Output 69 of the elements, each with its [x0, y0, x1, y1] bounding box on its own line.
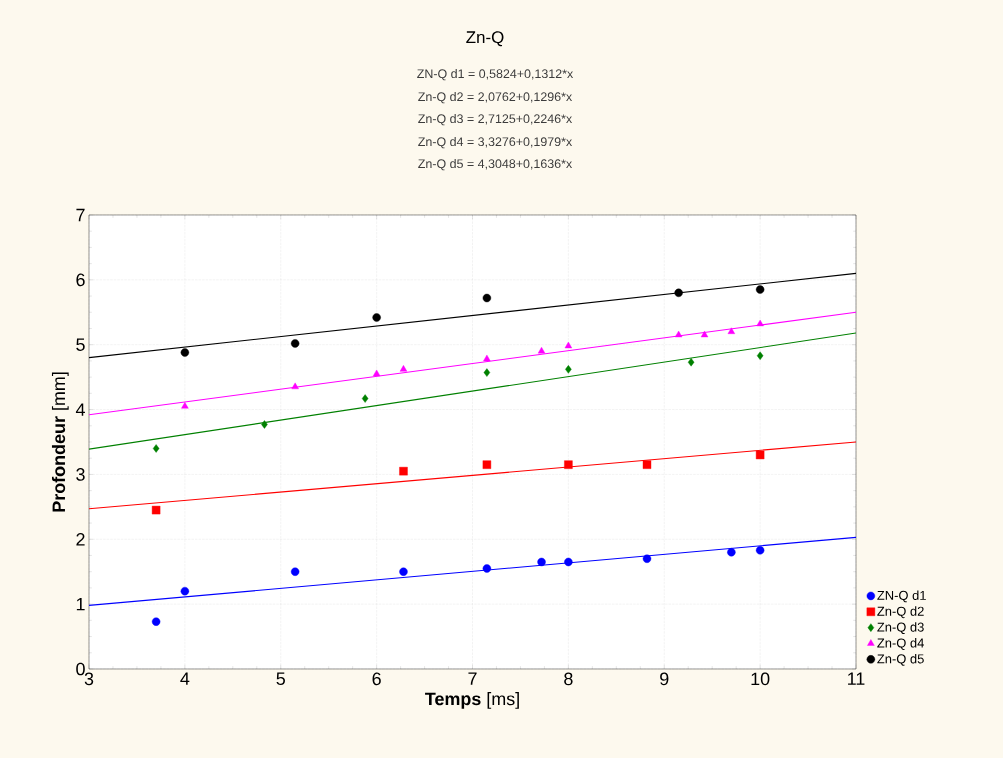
point — [642, 554, 652, 563]
point — [674, 288, 683, 298]
text: Zn-Q d2 = 2,0762+0,1296*x — [418, 91, 573, 104]
x-tick-label: 4 — [180, 672, 190, 685]
text: Zn-Q d5 = 4,3048+0,1636*x — [418, 158, 573, 171]
y-tick-label: 0 — [76, 662, 85, 676]
point — [727, 327, 736, 334]
point — [399, 567, 408, 576]
legend-label: Zn-Q d4 — [877, 638, 924, 650]
legend-label: ZN-Q d1 — [877, 590, 926, 603]
point — [564, 557, 573, 567]
point — [482, 293, 492, 303]
x-tick-label: 11 — [848, 672, 865, 685]
point — [564, 341, 573, 349]
point — [642, 460, 652, 469]
point — [399, 365, 408, 372]
point — [674, 330, 683, 338]
point — [755, 546, 765, 555]
point — [399, 466, 408, 476]
y-tick-label: 5 — [76, 338, 85, 351]
point — [756, 319, 764, 327]
point — [152, 444, 160, 453]
x-axis-title: Temps [ms] — [425, 692, 519, 709]
y-tick-label: 6 — [76, 273, 85, 287]
x-tick-label: 6 — [372, 672, 381, 686]
point — [727, 548, 736, 557]
chart-title: Zn-Q — [466, 31, 504, 47]
point — [372, 369, 381, 377]
y-tick-label: 4 — [75, 403, 85, 416]
x-tick-label: 5 — [276, 672, 285, 686]
x-tick-label: 9 — [660, 672, 669, 686]
point — [291, 382, 299, 390]
y-axis-title: Profondeur [mm] — [51, 372, 69, 512]
point — [482, 564, 492, 573]
point — [180, 348, 190, 357]
point — [372, 313, 381, 322]
legend-label: Zn-Q d2 — [877, 606, 924, 619]
point — [700, 330, 709, 338]
point — [151, 617, 161, 626]
point — [261, 420, 268, 429]
point — [290, 567, 300, 576]
point — [537, 346, 546, 354]
point — [483, 368, 491, 377]
y-tick-label: 7 — [76, 208, 85, 222]
point — [361, 394, 369, 403]
point — [755, 450, 765, 460]
y-tick-label: 2 — [76, 533, 85, 546]
point — [180, 586, 190, 596]
y-tick-label: 3 — [76, 468, 85, 481]
point — [290, 339, 300, 348]
point — [687, 358, 695, 367]
point — [565, 365, 572, 374]
x-tick-label: 7 — [468, 672, 477, 685]
y-tick-label: 1 — [76, 597, 85, 611]
point — [756, 351, 764, 360]
point — [151, 505, 161, 515]
x-tick-label: 8 — [564, 672, 573, 686]
point — [755, 285, 765, 294]
legend-label: Zn-Q d3 — [877, 622, 924, 635]
text: Zn-Q d3 = 2,7125+0,2246*x — [418, 113, 573, 126]
legend-label: Zn-Q d5 — [877, 653, 924, 666]
point — [181, 402, 189, 409]
x-tick-label: 10 — [751, 672, 770, 686]
point — [482, 460, 492, 469]
text: Zn-Q d4 = 3,3276+0,1979*x — [418, 136, 573, 149]
point — [564, 460, 573, 469]
text: ZN-Q d1 = 0,5824+0,1312*x — [417, 68, 574, 81]
point — [483, 354, 491, 362]
point — [537, 557, 546, 567]
